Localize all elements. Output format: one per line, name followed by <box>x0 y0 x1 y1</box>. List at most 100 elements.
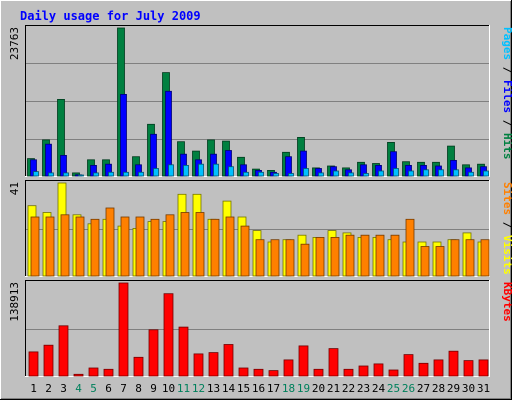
bar-sites-day-7 <box>120 216 130 277</box>
chart-title: Daily usage for July 2009 <box>20 9 201 23</box>
bar-kbytes-day-17 <box>268 370 279 377</box>
bar-pages-day-31 <box>483 170 489 177</box>
x-axis-labels: 1 2 3 4 5 6 7 8 9 10 11 12 13 14 15 16 17 18 19 20 21 22 23 24 2… <box>30 382 490 395</box>
bar-pages-day-7 <box>123 171 129 177</box>
bar-kbytes-day-12 <box>193 353 204 377</box>
bar-kbytes-day-26 <box>403 354 414 377</box>
bar-kbytes-day-14 <box>223 344 234 377</box>
bar-sites-day-4 <box>75 216 85 277</box>
bar-sites-day-14 <box>225 216 235 277</box>
bar-sites-day-6 <box>105 207 115 277</box>
x-tick-label-day-7: 7 <box>120 382 127 395</box>
bar-sites-day-1 <box>30 216 40 277</box>
legend-part-kbytes: KBytes <box>501 282 512 322</box>
bar-kbytes-day-10 <box>163 293 174 377</box>
bar-kbytes-day-24 <box>373 363 384 377</box>
series-sites <box>30 207 490 277</box>
legend-part-files: Files <box>501 80 512 113</box>
bar-kbytes-day-8 <box>133 356 144 377</box>
bar-sites-day-3 <box>60 214 70 277</box>
bar-pages-day-15 <box>243 171 249 177</box>
bar-pages-day-19 <box>303 168 309 177</box>
bar-sites-day-25 <box>390 234 400 277</box>
bar-pages-day-5 <box>93 172 99 177</box>
x-tick-label-day-29: 29 <box>447 382 460 395</box>
bar-pages-day-25 <box>393 168 399 177</box>
x-tick-label-day-16: 16 <box>252 382 265 395</box>
bar-kbytes-day-1 <box>28 351 39 377</box>
x-tick-label-day-25: 25 <box>387 382 400 395</box>
x-tick-label-day-2: 2 <box>45 382 52 395</box>
bar-sites-day-17 <box>270 239 280 277</box>
legend-part-hits: Hits <box>501 133 512 160</box>
bar-kbytes-day-20 <box>313 368 324 377</box>
x-tick-label-day-14: 14 <box>222 382 236 395</box>
bar-sites-day-9 <box>150 218 160 277</box>
bar-files-day-2 <box>45 143 52 177</box>
panel-hits-files-pages: 23763 Pages / Files / Hits <box>8 25 512 177</box>
bar-pages-day-14 <box>228 166 234 177</box>
bar-sites-day-12 <box>195 212 205 277</box>
bar-sites-day-18 <box>285 239 295 277</box>
bar-sites-day-2 <box>45 216 55 277</box>
bar-pages-day-3 <box>63 172 69 177</box>
bar-pages-day-29 <box>453 169 459 177</box>
series-legend-label: Sites / Visits <box>501 182 512 275</box>
bar-files-day-7 <box>120 94 127 177</box>
legend-part--: / <box>501 215 512 235</box>
panel-kbytes: 138913 KBytes <box>8 280 512 377</box>
bar-pages-day-1 <box>33 171 39 177</box>
bar-pages-day-2 <box>48 172 54 177</box>
x-tick-label-day-4: 4 <box>75 382 82 395</box>
bar-pages-day-20 <box>318 172 324 177</box>
x-tick-label-day-5: 5 <box>90 382 97 395</box>
bar-pages-day-17 <box>273 173 279 177</box>
bar-pages-day-9 <box>153 168 159 177</box>
bar-kbytes-day-28 <box>433 359 444 377</box>
bar-sites-day-16 <box>255 239 265 277</box>
bar-kbytes-day-31 <box>478 359 489 377</box>
bar-kbytes-day-6 <box>103 368 114 377</box>
bar-pages-day-11 <box>183 164 189 177</box>
bar-sites-day-22 <box>345 234 355 277</box>
bar-pages-day-4 <box>78 174 84 177</box>
bar-pages-day-23 <box>363 173 369 177</box>
bar-sites-day-8 <box>135 216 145 277</box>
bar-kbytes-day-29 <box>448 350 459 377</box>
bar-kbytes-day-5 <box>88 367 99 377</box>
bar-sites-day-31 <box>480 239 490 277</box>
bar-sites-day-11 <box>180 212 190 277</box>
panels-layer: 23763 Pages / Files / Hits 41 Sites / Visit… <box>8 25 512 377</box>
bar-sites-day-10 <box>165 214 175 277</box>
bar-pages-day-16 <box>258 171 264 177</box>
bar-sites-day-19 <box>300 243 310 277</box>
x-tick-label-day-13: 13 <box>207 382 220 395</box>
bar-files-day-10 <box>165 90 172 177</box>
x-tick-label-day-30: 30 <box>462 382 475 395</box>
series-kbytes <box>28 282 489 377</box>
bar-sites-day-23 <box>360 234 370 277</box>
bar-sites-day-26 <box>405 218 415 277</box>
bar-pages-day-13 <box>213 163 219 177</box>
x-tick-label-day-26: 26 <box>402 382 415 395</box>
bar-pages-day-26 <box>408 170 414 177</box>
x-tick-label-day-19: 19 <box>297 382 310 395</box>
bar-kbytes-day-21 <box>328 348 339 377</box>
bar-kbytes-day-3 <box>58 325 69 377</box>
x-tick-label-day-10: 10 <box>162 382 175 395</box>
x-tick-label-day-6: 6 <box>105 382 112 395</box>
bar-sites-day-13 <box>210 218 220 277</box>
bar-kbytes-day-15 <box>238 367 249 377</box>
plot-area <box>25 280 490 377</box>
bar-pages-day-28 <box>438 169 444 177</box>
bar-kbytes-day-23 <box>358 365 369 377</box>
x-tick-label-day-11: 11 <box>177 382 190 395</box>
x-tick-label-day-15: 15 <box>237 382 250 395</box>
x-tick-label-day-8: 8 <box>135 382 142 395</box>
bar-pages-day-30 <box>468 171 474 177</box>
x-tick-label-day-28: 28 <box>432 382 445 395</box>
bar-kbytes-day-11 <box>178 326 189 377</box>
x-tick-label-day-31: 31 <box>477 382 490 395</box>
